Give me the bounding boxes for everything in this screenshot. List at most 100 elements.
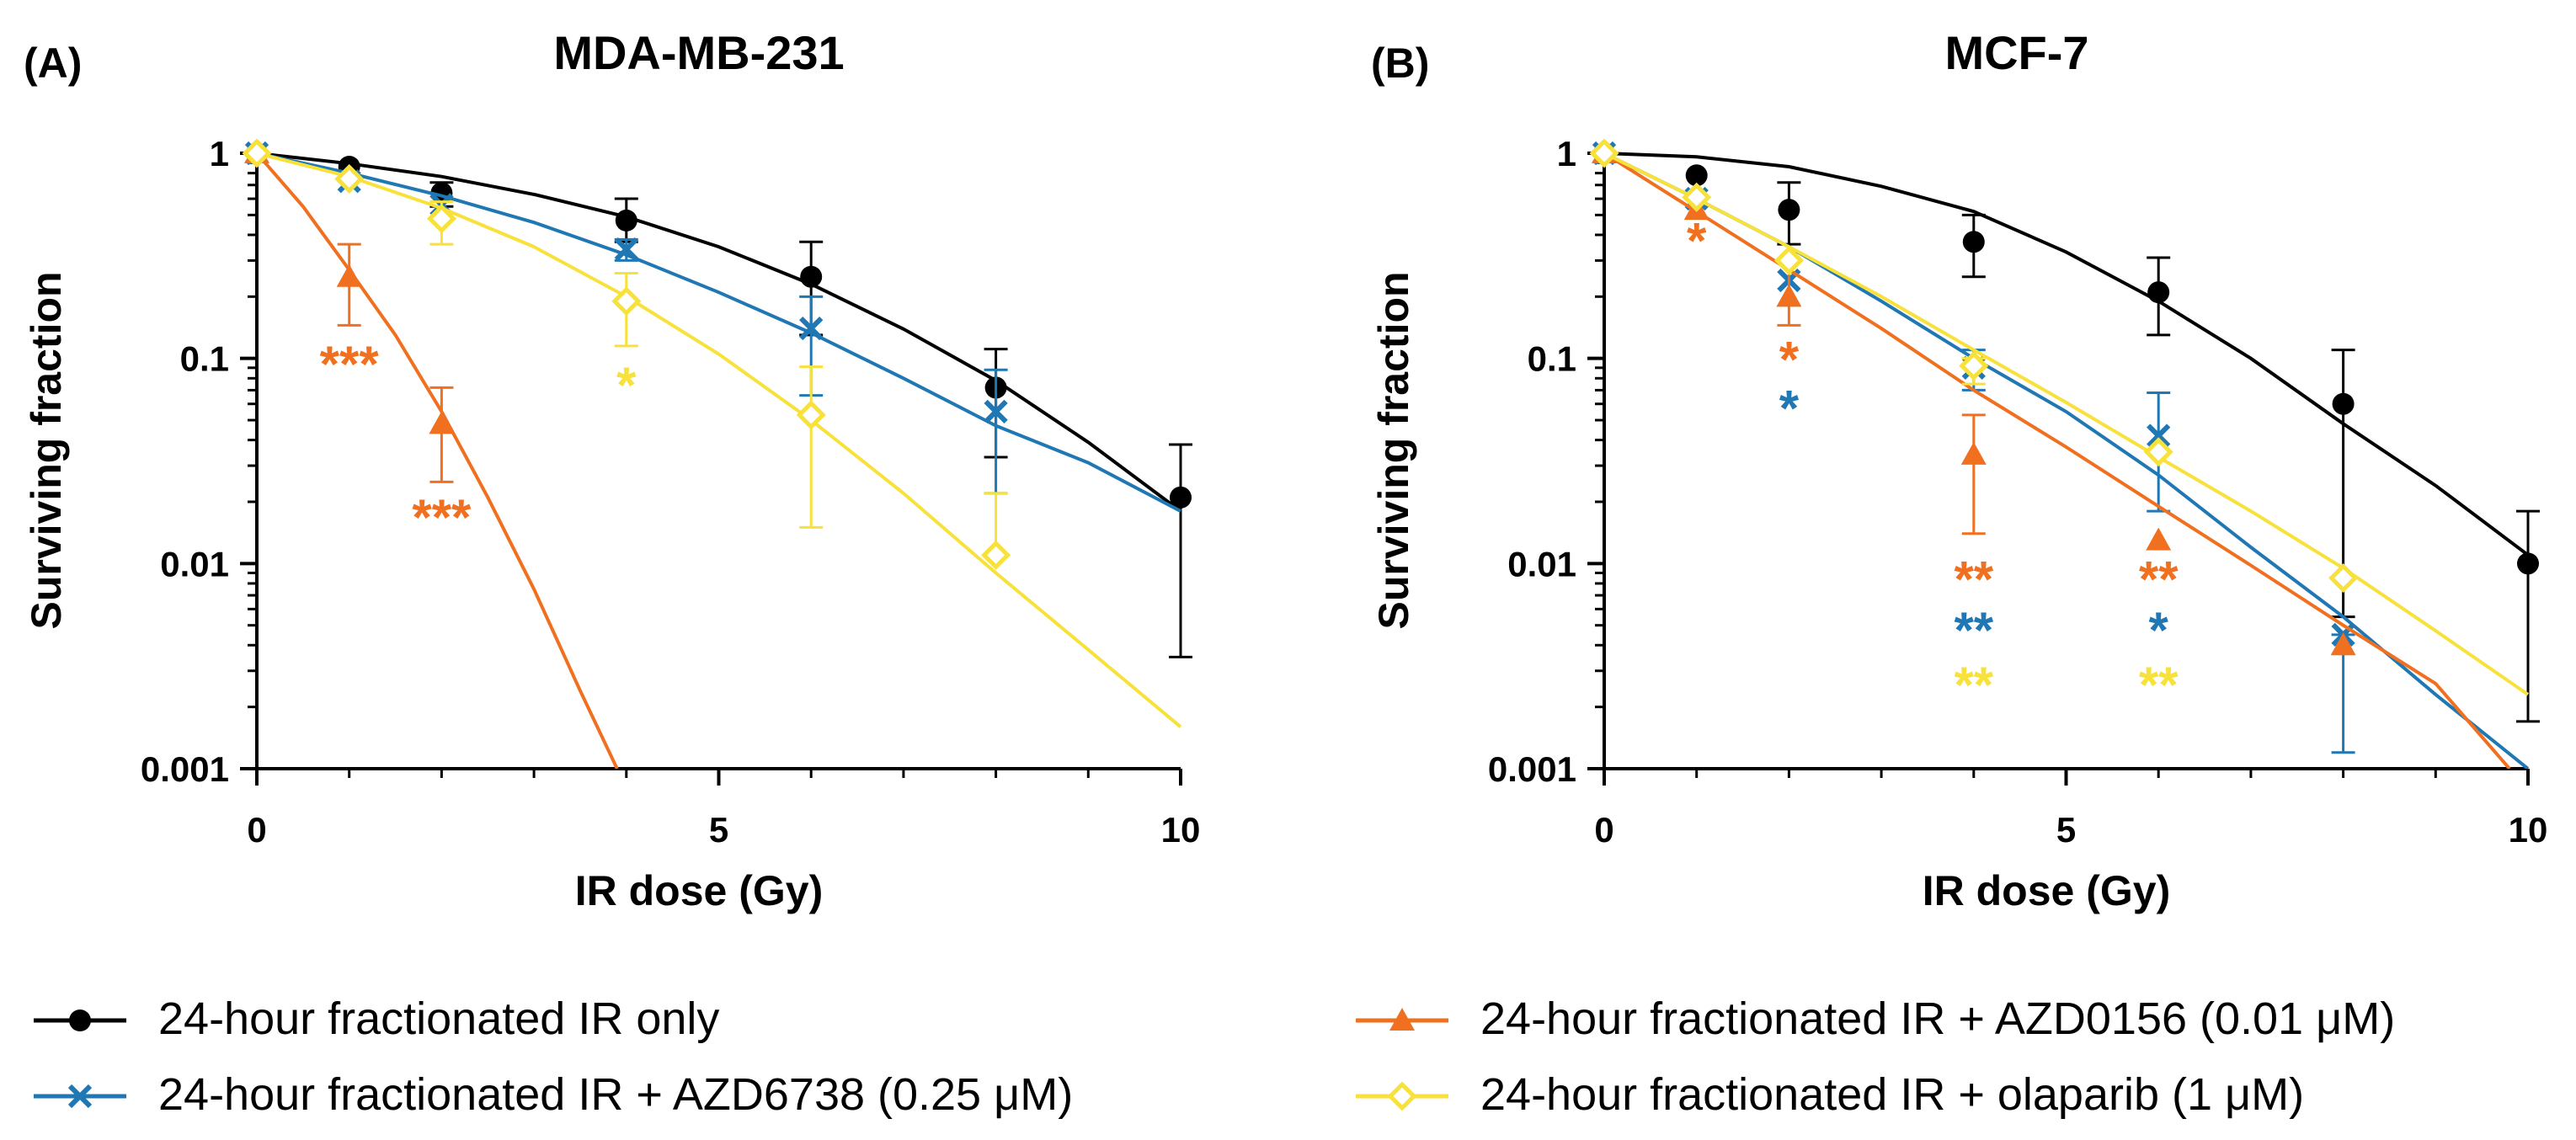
data-point	[2147, 424, 2171, 448]
legend-label: 24-hour fractionated IR + AZD6738 (0.25 …	[158, 1069, 1073, 1120]
legend-item-ir-only: 24-hour fractionated IR only	[34, 994, 719, 1044]
fit-curve-olaparib	[1604, 152, 2530, 696]
data-point	[799, 316, 824, 341]
data-point	[1589, 138, 1619, 168]
data-point	[1773, 245, 1804, 275]
panel-a-x-tick-labels: 0 5 10	[247, 810, 1200, 850]
fit-curve-azd6738	[257, 152, 1181, 513]
data-point	[2147, 281, 2170, 304]
panel-b: (B) MCF-7 IR dose (Gy) Surviving fractio…	[1370, 26, 2547, 914]
significance-marker: **	[1954, 602, 1993, 658]
series-ir	[1593, 142, 2540, 723]
panel-a-title: MDA-MB-231	[553, 26, 844, 79]
data-point	[1960, 441, 1987, 465]
significance-marker: **	[1954, 551, 1993, 608]
data-point	[2143, 437, 2173, 467]
legend-item-olaparib: 24-hour fractionated IR + olaparib (1 μM…	[1356, 1069, 2304, 1120]
data-point	[1776, 284, 1802, 307]
fit-curve-ir	[257, 152, 1182, 513]
fit-curve-ir	[1604, 152, 2530, 557]
legend-item-azd0156: 24-hour fractionated IR + AZD0156 (0.01 …	[1356, 994, 2395, 1044]
panel-b-x-tick-label: 0	[1594, 810, 1613, 850]
panel-b-y-tick-labels: 1 0.1 0.01 0.001	[1488, 134, 1576, 789]
data-point	[1682, 182, 1712, 212]
fit-curve-azd0156	[1604, 152, 2511, 769]
legend-label: 24-hour fractionated IR + olaparib (1 μM…	[1480, 1069, 2304, 1120]
significance-marker: ***	[412, 489, 472, 546]
panel-b-y-tick-label: 1	[1557, 134, 1576, 173]
panel-b-plot-area: **************	[1587, 138, 2540, 786]
panel-b-y-tick-label: 0.1	[1528, 339, 1576, 379]
data-point	[2146, 527, 2172, 551]
panel-b-x-tick-labels: 0 5 10	[1594, 810, 2547, 850]
data-point	[334, 163, 365, 194]
panel-b-x-tick-label: 10	[2509, 810, 2548, 850]
panel-a: (A) MDA-MB-231 IR dose (Gy) Surviving fr…	[23, 26, 1200, 914]
data-point	[1685, 164, 1708, 187]
panel-a-y-tick-label: 0.1	[180, 339, 229, 379]
data-point	[2332, 392, 2355, 415]
data-point	[796, 400, 826, 430]
legend-label: 24-hour fractionated IR only	[158, 994, 719, 1044]
legend-swatch-marker	[1387, 1081, 1417, 1111]
panel-b-title: MCF-7	[1944, 26, 2088, 79]
data-point	[984, 399, 1008, 424]
panel-b-y-tick-label: 0.01	[1507, 544, 1576, 583]
data-point	[1778, 199, 1800, 221]
fit-curve-azd0156	[257, 152, 619, 769]
series-olaparib	[242, 138, 1182, 728]
panel-a-y-tick-labels: 1 0.1 0.01 0.001	[141, 134, 229, 789]
significance-marker: **	[2139, 657, 2179, 713]
panel-a-y-tick-label: 0.01	[160, 544, 229, 583]
data-point	[1962, 231, 1985, 253]
data-point	[2330, 632, 2356, 656]
panel-a-x-tick-label: 5	[709, 810, 728, 850]
data-point	[981, 540, 1011, 570]
panel-b-x-tick-label: 5	[2056, 810, 2076, 850]
significance-marker: *	[1687, 212, 1707, 269]
significance-marker: **	[2139, 551, 2179, 608]
data-point	[2328, 562, 2359, 594]
panel-b-y-tick-label: 0.001	[1488, 749, 1576, 789]
data-point	[614, 237, 638, 262]
series-azd0156	[244, 141, 619, 769]
legend-swatch-azd0156	[1356, 1008, 1448, 1031]
series-azd6738	[244, 141, 1181, 513]
legend-swatch-marker	[1389, 1008, 1415, 1031]
series-olaparib	[1589, 138, 2530, 696]
data-point	[1959, 350, 1989, 381]
significance-marker: *	[1779, 332, 1800, 388]
series-ir	[246, 142, 1192, 658]
panel-b-x-axis-label: IR dose (Gy)	[1923, 867, 2170, 914]
panel-a-plot-area: *******	[240, 138, 1192, 786]
panel-a-x-axis-label: IR dose (Gy)	[575, 867, 823, 914]
fit-curve-azd6738	[1604, 152, 2530, 769]
legend-swatch-ir-only	[34, 1009, 126, 1031]
data-point	[611, 286, 642, 317]
panel-b-y-axis-label: Surviving fraction	[1370, 271, 1417, 629]
data-point	[1170, 486, 1192, 509]
data-point	[615, 209, 637, 232]
data-point	[426, 204, 456, 234]
significance-marker: **	[1954, 657, 1993, 713]
fit-curve-olaparib	[257, 152, 1182, 728]
panel-a-y-tick-label: 1	[210, 134, 229, 173]
legend: 24-hour fractionated IR only 24-hour fra…	[34, 994, 2395, 1120]
legend-swatch-olaparib	[1356, 1081, 1448, 1111]
data-point	[242, 138, 272, 168]
panel-a-x-tick-label: 0	[247, 810, 266, 850]
legend-swatch-marker	[67, 1084, 93, 1109]
legend-item-azd6738: 24-hour fractionated IR + AZD6738 (0.25 …	[34, 1069, 1073, 1120]
panel-a-label: (A)	[24, 40, 82, 87]
panel-a-x-tick-label: 10	[1161, 810, 1201, 850]
series-azd0156	[1592, 141, 2511, 769]
legend-swatch-marker	[69, 1009, 91, 1031]
data-point	[336, 264, 362, 287]
panel-a-y-axis-label: Surviving fraction	[23, 271, 70, 629]
data-point	[429, 411, 455, 434]
significance-marker: *	[616, 357, 637, 413]
significance-marker: *	[1779, 380, 1800, 436]
legend-swatch-azd6738	[34, 1084, 126, 1109]
legend-label: 24-hour fractionated IR + AZD0156 (0.01 …	[1480, 994, 2395, 1044]
